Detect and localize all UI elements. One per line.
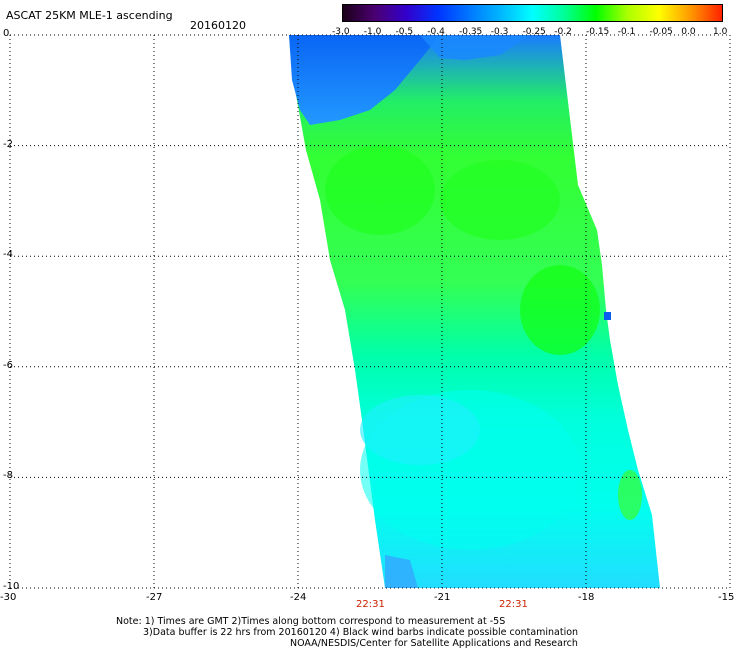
x-tick-label: -30 <box>0 592 17 603</box>
swath-blue-top-right <box>420 35 530 60</box>
note-line-1: Note: 1) Times are GMT 2)Times along bot… <box>116 616 506 627</box>
swath-blue-pixel <box>604 312 611 320</box>
swath-data <box>289 35 660 588</box>
colorbar-label: 0.0 <box>681 27 696 37</box>
y-tick-label: -8 <box>3 470 13 482</box>
swath-green-patch <box>440 160 560 240</box>
grid <box>9 34 731 589</box>
colorbar-label: -3.0 <box>332 27 350 37</box>
colorbar-label: -0.1 <box>617 27 636 37</box>
time-label: 22:31 <box>356 599 385 610</box>
y-tick-label: -2 <box>3 138 13 150</box>
x-tick-label: -18 <box>578 592 595 603</box>
y-tick-label: 0 <box>3 28 10 39</box>
colorbar-label: -0.05 <box>649 27 673 37</box>
note-line-3: NOAA/NESDIS/Center for Satellite Applica… <box>290 638 578 649</box>
colorbar: -3.0 -1.0 -0.5 -0.4 -0.35 -0.3 -0.25 -0.2 -0.15-… <box>0 0 740 40</box>
swath-cyan-patch <box>360 395 480 465</box>
swath-blue-bottom <box>385 555 418 588</box>
colorbar-scale <box>342 4 723 22</box>
colorbar-label: -0.5 <box>395 27 414 37</box>
swath-green-patch <box>520 265 600 355</box>
swath-blue-top <box>289 35 440 125</box>
swath-green-patch <box>325 145 435 235</box>
map-title: ASCAT 25KM MLE-1 ascending <box>6 9 173 22</box>
y-tick-label: -10 <box>3 581 20 592</box>
colorbar-label: -0.15 <box>586 27 610 37</box>
colorbar-label: -0.25 <box>522 27 546 37</box>
colorbar-label: -0.4 <box>427 27 445 37</box>
time-label: 22:31 <box>499 599 528 610</box>
x-tick-label: -21 <box>434 592 451 603</box>
note-line-2: 3)Data buffer is 22 hrs from 20160120 4)… <box>143 627 579 638</box>
x-tick-label: -27 <box>146 592 163 603</box>
colorbar-label: -0.35 <box>459 27 483 37</box>
y-tick-label: -6 <box>3 359 13 371</box>
colorbar-label: -1.0 <box>363 27 382 37</box>
colorbar-label: 1.0 <box>713 27 728 37</box>
y-tick-label: -4 <box>3 249 13 261</box>
colorbar-label: -0.3 <box>490 27 509 37</box>
colorbar-label: -0.2 <box>554 27 572 37</box>
map-date: 20160120 <box>190 19 246 32</box>
x-tick-label: -15 <box>718 592 735 603</box>
swath-green-patch <box>618 470 642 520</box>
x-tick-label: -24 <box>290 592 307 603</box>
